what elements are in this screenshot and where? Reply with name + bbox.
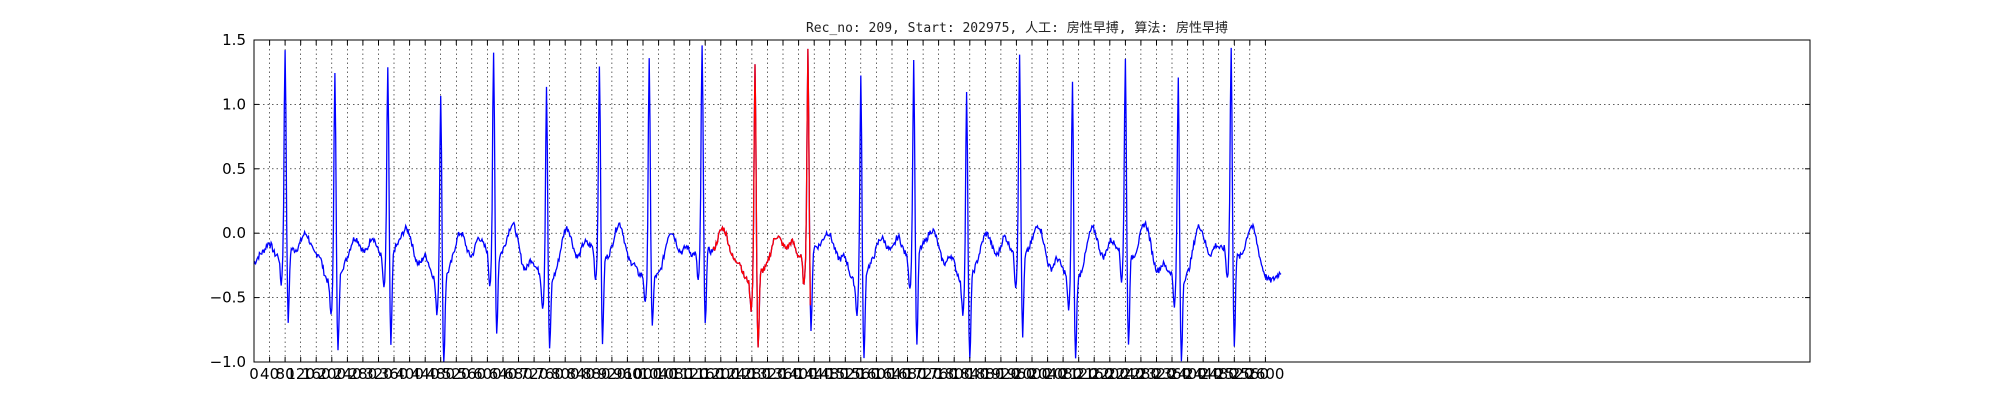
x-tick-label: 80 (276, 365, 295, 383)
series-layer (253, 45, 1282, 363)
x-tick-label: 840 (566, 365, 595, 383)
x-tick-label: 1880 (966, 365, 1004, 383)
x-tick-label: 1480 (811, 365, 849, 383)
x-tick-label: 880 (582, 365, 611, 383)
x-tick-label: 2120 (1060, 365, 1098, 383)
x-tick-label: 800 (551, 365, 580, 383)
x-tick-label: 2080 (1044, 365, 1082, 383)
x-tick-label: 1760 (920, 365, 958, 383)
y-axis: −1.0 −0.5 0.0 0.5 1.0 1.5 (210, 31, 1810, 371)
x-tick-label: 1200 (702, 365, 740, 383)
x-tick-label: 2440 (1184, 365, 1222, 383)
x-tick-label: 1640 (873, 365, 911, 383)
x-tick-label: 1840 (951, 365, 989, 383)
x-tick-label: 280 (349, 365, 378, 383)
x-tick-label: 760 (535, 365, 564, 383)
x-tick-label: 560 (457, 365, 486, 383)
x-tick-label: 960 (613, 365, 642, 383)
x-tick-label: 1320 (748, 365, 786, 383)
x-tick-label: 1440 (795, 365, 833, 383)
x-tick-label: 1920 (982, 365, 1020, 383)
x-tick-label: 1120 (671, 365, 709, 383)
x-tick-label: 1280 (733, 365, 771, 383)
y-tick-label: 1.0 (222, 95, 246, 113)
x-tick-label: 320 (364, 365, 393, 383)
x-tick-label: 2240 (1106, 365, 1144, 383)
x-tick-label: 2040 (1029, 365, 1067, 383)
x-tick-label: 640 (489, 365, 518, 383)
x-tick-label: 240 (333, 365, 362, 383)
highlighted-beat-line (712, 48, 811, 348)
x-tick-label: 160 (302, 365, 331, 383)
x-tick-label: 440 (411, 365, 440, 383)
x-tick-label: 120 (286, 365, 315, 383)
x-tick-label: 1680 (888, 365, 926, 383)
x-tick-label: 1720 (904, 365, 942, 383)
x-tick-label: 360 (380, 365, 409, 383)
chart-title: Rec_no: 209, Start: 202975, 人工: 房性早搏, 算法… (806, 20, 1228, 36)
x-axis: 0 408012016020024028032036040044048052056… (249, 40, 1284, 383)
x-tick-label: 920 (598, 365, 627, 383)
x-tick-label: 1360 (764, 365, 802, 383)
x-tick-label: 2000 (1013, 365, 1051, 383)
x-tick-label: 520 (442, 365, 471, 383)
x-tick-label: 1520 (826, 365, 864, 383)
x-tick-label: 40 (260, 365, 279, 383)
x-tick-label: 2320 (1137, 365, 1175, 383)
x-tick-label: 1600 (857, 365, 895, 383)
x-tick-label: 2160 (1075, 365, 1113, 383)
x-tick-label: 2560 (1231, 365, 1269, 383)
x-tick-label: 480 (426, 365, 455, 383)
grid (253, 39, 1810, 363)
x-tick-label: 600 (473, 365, 502, 383)
x-tick-label: 1560 (842, 365, 880, 383)
y-tick-label: 0.0 (222, 224, 246, 242)
x-tick-label: 2200 (1091, 365, 1129, 383)
y-tick-label: 0.5 (222, 160, 246, 178)
x-tick-label: 720 (520, 365, 549, 383)
x-tick-label: 2280 (1122, 365, 1160, 383)
y-tick-label: 1.5 (222, 31, 246, 49)
x-tick-label: 1240 (717, 365, 755, 383)
x-tick-label: 200 (317, 365, 346, 383)
x-tick-label: 2360 (1153, 365, 1191, 383)
x-tick-label: 1400 (780, 365, 818, 383)
x-tick-label: 1800 (935, 365, 973, 383)
x-tick-label: 400 (395, 365, 424, 383)
y-tick-label: −0.5 (210, 289, 246, 307)
x-tick-label: 1080 (655, 365, 693, 383)
x-tick-label: 1000 (624, 365, 662, 383)
x-tick-label: 1960 (997, 365, 1035, 383)
x-tick-label: 2400 (1169, 365, 1207, 383)
x-tick-label: 680 (504, 365, 533, 383)
x-tick-label: 1160 (686, 365, 724, 383)
y-tick-label: −1.0 (210, 353, 246, 371)
x-tick-label: 2600 (1246, 365, 1284, 383)
plot-frame (253, 39, 1811, 363)
x-tick-label: 0 (249, 365, 259, 383)
x-tick-label: 1040 (640, 365, 678, 383)
x-tick-label: 2520 (1215, 365, 1253, 383)
x-tick-label: 2480 (1200, 365, 1238, 383)
